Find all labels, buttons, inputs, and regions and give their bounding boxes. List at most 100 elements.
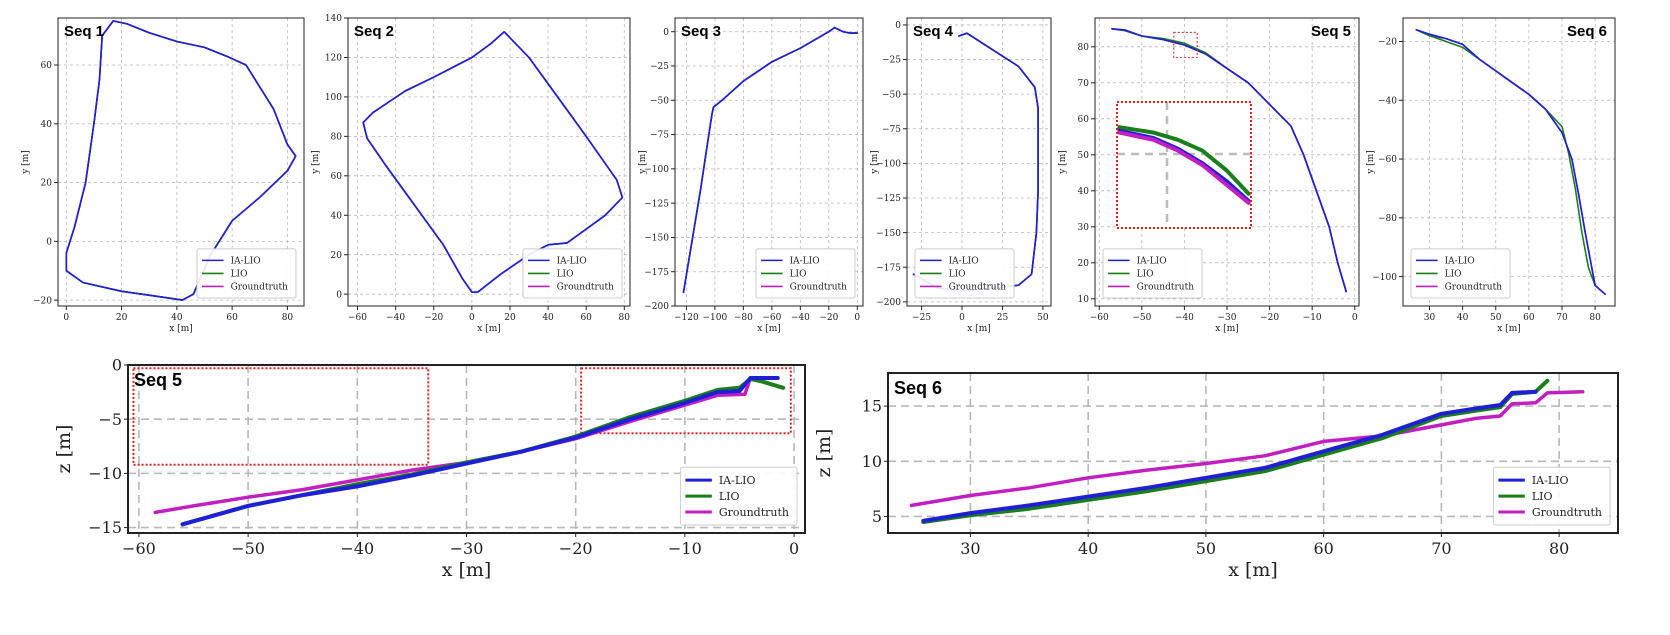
seq3-ytick-label: −125 <box>644 199 669 209</box>
seq6z-xtick-label: 40 <box>1078 539 1098 558</box>
seq6-title: Seq 6 <box>1567 23 1607 40</box>
seq5-inset-series-groundtruth <box>1117 130 1251 205</box>
seq6z-xtick-label: 80 <box>1549 539 1569 558</box>
seq5-inset-frame <box>1116 101 1252 229</box>
seq3-title: Seq 3 <box>681 23 721 40</box>
seq4-chart: −25 0 25 50−200−175−150−125−100−75−50−250x … <box>870 17 1052 334</box>
seq4-ytick-label: −50 <box>882 90 901 100</box>
seq2-series-ia-lio <box>362 31 624 293</box>
seq5z-ytick-label: −5 <box>98 410 122 429</box>
seq3-xtick-label: −60 <box>762 313 781 323</box>
seq4-ylabel: y [m] <box>870 150 880 175</box>
seq3-legend-label: LIO <box>790 270 807 280</box>
seq6z-plot-area <box>909 378 1585 524</box>
seq2-chart: −60 −40 −20 0 20 40 60 80 0 20 40 60 80 100 120 140 x [m… <box>311 14 631 334</box>
seq2-ytick-label: 40 <box>331 211 343 221</box>
seq5z-ytick-label: 0 <box>112 356 122 375</box>
seq5-series-ia-lio <box>1111 28 1347 293</box>
seq5-ytick-label: 60 <box>1078 115 1090 125</box>
seq3-ytick-label: −75 <box>650 131 669 141</box>
seq6-axes-frame <box>1402 17 1616 307</box>
seq2-title: Seq 2 <box>354 23 394 40</box>
seq6z-series-groundtruth <box>909 390 1585 508</box>
seq6z-axes-frame <box>887 372 1619 534</box>
seq3-xtick-label: −20 <box>819 313 838 323</box>
seq4-xtick-label: 50 <box>1037 313 1049 323</box>
seq5z-xtick-label: −60 <box>122 539 156 558</box>
seq5-ytick-label: 70 <box>1078 79 1090 89</box>
seq1-xtick-label: 20 <box>116 313 128 323</box>
seq5-inset-series-lio <box>1117 125 1251 196</box>
seq5z-xtick-label: −20 <box>559 539 593 558</box>
seq6-ytick-label: −100 <box>1372 273 1397 283</box>
seq3-ytick-label: −50 <box>650 96 669 106</box>
seq2-xtick-label: 80 <box>619 313 631 323</box>
seq6z-legend-label: Groundtruth <box>1532 506 1602 519</box>
seq6-xtick-label: 40 <box>1457 313 1469 323</box>
seq4-axes-frame <box>906 17 1052 307</box>
seq1-ytick-label: −20 <box>33 296 52 306</box>
seq3-ytick-label: −200 <box>644 302 669 312</box>
seq5-xtick-label: −60 <box>1090 313 1109 323</box>
seq5-xtick-label: −30 <box>1218 313 1237 323</box>
seq1-ytick-label: 20 <box>41 179 53 189</box>
seq3-ytick-label: −100 <box>644 165 669 175</box>
seq6-xtick-label: 50 <box>1490 313 1502 323</box>
seq3-legend-label: Groundtruth <box>790 283 848 293</box>
seq6-legend-label: Groundtruth <box>1445 283 1503 293</box>
seq6-xtick-label: 30 <box>1424 313 1436 323</box>
seq3-xtick-label: −40 <box>791 313 810 323</box>
seq5z-ytick-label: −15 <box>88 518 122 537</box>
seq4-ytick-label: −150 <box>876 229 901 239</box>
seq5-xtick-label: −50 <box>1132 313 1151 323</box>
seq5-ytick-label: 50 <box>1078 151 1090 161</box>
seq6-ylabel: y [m] <box>1366 150 1376 175</box>
seq6z-series-lio <box>921 378 1550 524</box>
seq1-plot-area <box>65 20 297 301</box>
seq2-xtick-label: −20 <box>424 313 443 323</box>
seq2-xtick-label: 60 <box>580 313 592 323</box>
seq1-legend-label: Groundtruth <box>231 283 289 293</box>
seq5-ytick-label: 40 <box>1078 187 1090 197</box>
seq4-title: Seq 4 <box>913 23 954 40</box>
seq2-ytick-label: 100 <box>325 93 342 103</box>
seq4-ytick-label: −175 <box>876 263 901 273</box>
seq6-xlabel: x [m] <box>1497 324 1521 334</box>
seq5z-xlabel: x [m] <box>442 559 492 581</box>
seq2-ylabel: y [m] <box>311 150 321 175</box>
seq1-xtick-label: 80 <box>282 313 294 323</box>
seq5z-ylabel: z [m] <box>53 425 75 474</box>
seq6z-ytick-label: 15 <box>862 397 882 416</box>
seq3-ytick-label: −175 <box>644 268 669 278</box>
seq2-ytick-label: 0 <box>336 290 342 300</box>
seq1-xlabel: x [m] <box>169 324 193 334</box>
seq4-ytick-label: −75 <box>882 125 901 135</box>
seq1-legend-label: IA-LIO <box>231 257 261 267</box>
seq3-xtick-label: −120 <box>674 313 699 323</box>
seq5z-legend-label: IA-LIO <box>719 474 756 487</box>
seq5-xtick-label: −10 <box>1303 313 1322 323</box>
seq5z-legend-label: LIO <box>719 490 740 503</box>
seq2-xlabel: x [m] <box>477 324 501 334</box>
seq5-ytick-label: 30 <box>1078 223 1090 233</box>
seq4-xtick-label: −25 <box>912 313 931 323</box>
seq2-xtick-label: 0 <box>469 313 475 323</box>
seq2-ytick-label: 20 <box>331 251 343 261</box>
seq1-chart: 0 20 40 60 80 −20 0 20 40 60 x [m] y [m] Seq 1 IA-LIO… <box>21 17 305 334</box>
seq5z-series-ia-lio <box>180 376 780 527</box>
seq6z-xtick-label: 30 <box>960 539 980 558</box>
seq1-legend-label: LIO <box>231 270 248 280</box>
seq5z-plot-area <box>153 376 786 527</box>
seq5-ytick-label: 10 <box>1078 295 1090 305</box>
seq2-ytick-label: 80 <box>331 133 343 143</box>
seq5z-xtick-label: 0 <box>789 539 799 558</box>
seq2-xtick-label: −40 <box>386 313 405 323</box>
seq6z-series-ia-lio <box>921 389 1538 523</box>
seq1-xtick-label: 60 <box>226 313 238 323</box>
seq6-ytick-label: −40 <box>1378 96 1397 106</box>
seq6-chart: 30 40 50 60 70 80 −100 −80 −60 −40 −20 x [m] y [m] Se… <box>1366 17 1616 334</box>
seq3-xlabel: x [m] <box>757 324 781 334</box>
seq1-xtick-label: 0 <box>63 313 69 323</box>
seq5-legend-label: Groundtruth <box>1137 283 1195 293</box>
